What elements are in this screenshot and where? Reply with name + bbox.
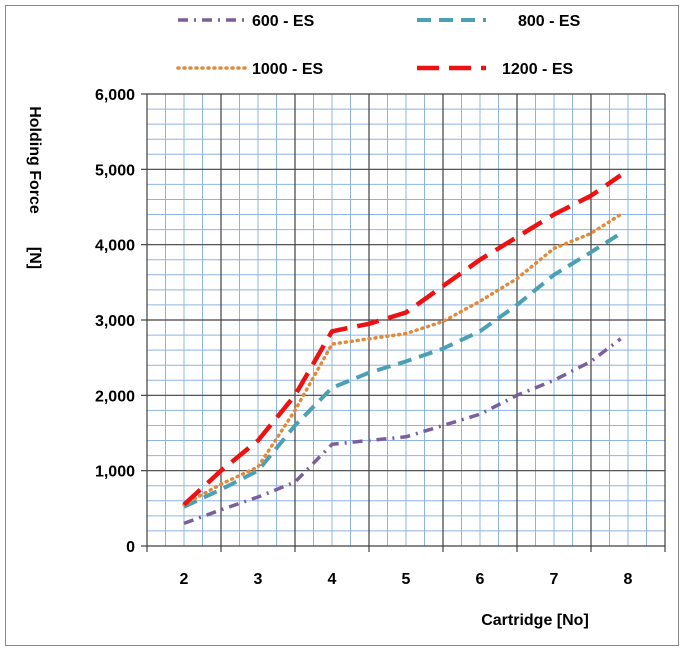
y-tick-label: 3,000	[95, 313, 135, 330]
y-axis-title-line2: [N]	[26, 247, 43, 269]
series-lines	[182, 173, 623, 526]
axes: 0 1,000 2,000 3,000 4,000 5,000 6,000 2 3 4 5 6 7 8	[95, 87, 666, 588]
y-axis-title-line1: Holding Force	[26, 106, 43, 214]
series-line-1200-es	[182, 173, 622, 507]
x-tick-label: 4	[328, 571, 337, 588]
y-tick-label: 6,000	[95, 87, 135, 104]
legend-label-600-es: 600 - ES	[252, 13, 315, 30]
y-tick-label: 4,000	[95, 238, 135, 255]
legend-label-800-es: 800 - ES	[518, 13, 581, 30]
legend: 600 - ES 800 - ES 1000 - ES 1200 - ES	[176, 13, 581, 78]
series-line-800-es	[183, 231, 622, 509]
x-tick-label: 2	[180, 571, 189, 588]
x-tick-label: 3	[254, 571, 263, 588]
y-tick-label: 0	[126, 539, 135, 556]
y-tick-label: 1,000	[95, 464, 135, 481]
series-line-600-es	[183, 337, 622, 526]
x-tick-label: 8	[624, 571, 633, 588]
grid	[147, 93, 666, 546]
legend-label-1200-es: 1200 - ES	[502, 61, 573, 78]
x-tick-label: 5	[402, 571, 411, 588]
x-tick-label: 6	[476, 571, 485, 588]
y-tick-label: 5,000	[95, 162, 135, 179]
legend-label-1000-es: 1000 - ES	[252, 61, 323, 78]
series-line-1000-es	[182, 212, 623, 507]
x-axis-title: Cartridge [No]	[481, 612, 589, 629]
y-tick-label: 2,000	[95, 388, 135, 405]
x-tick-label: 7	[550, 571, 559, 588]
